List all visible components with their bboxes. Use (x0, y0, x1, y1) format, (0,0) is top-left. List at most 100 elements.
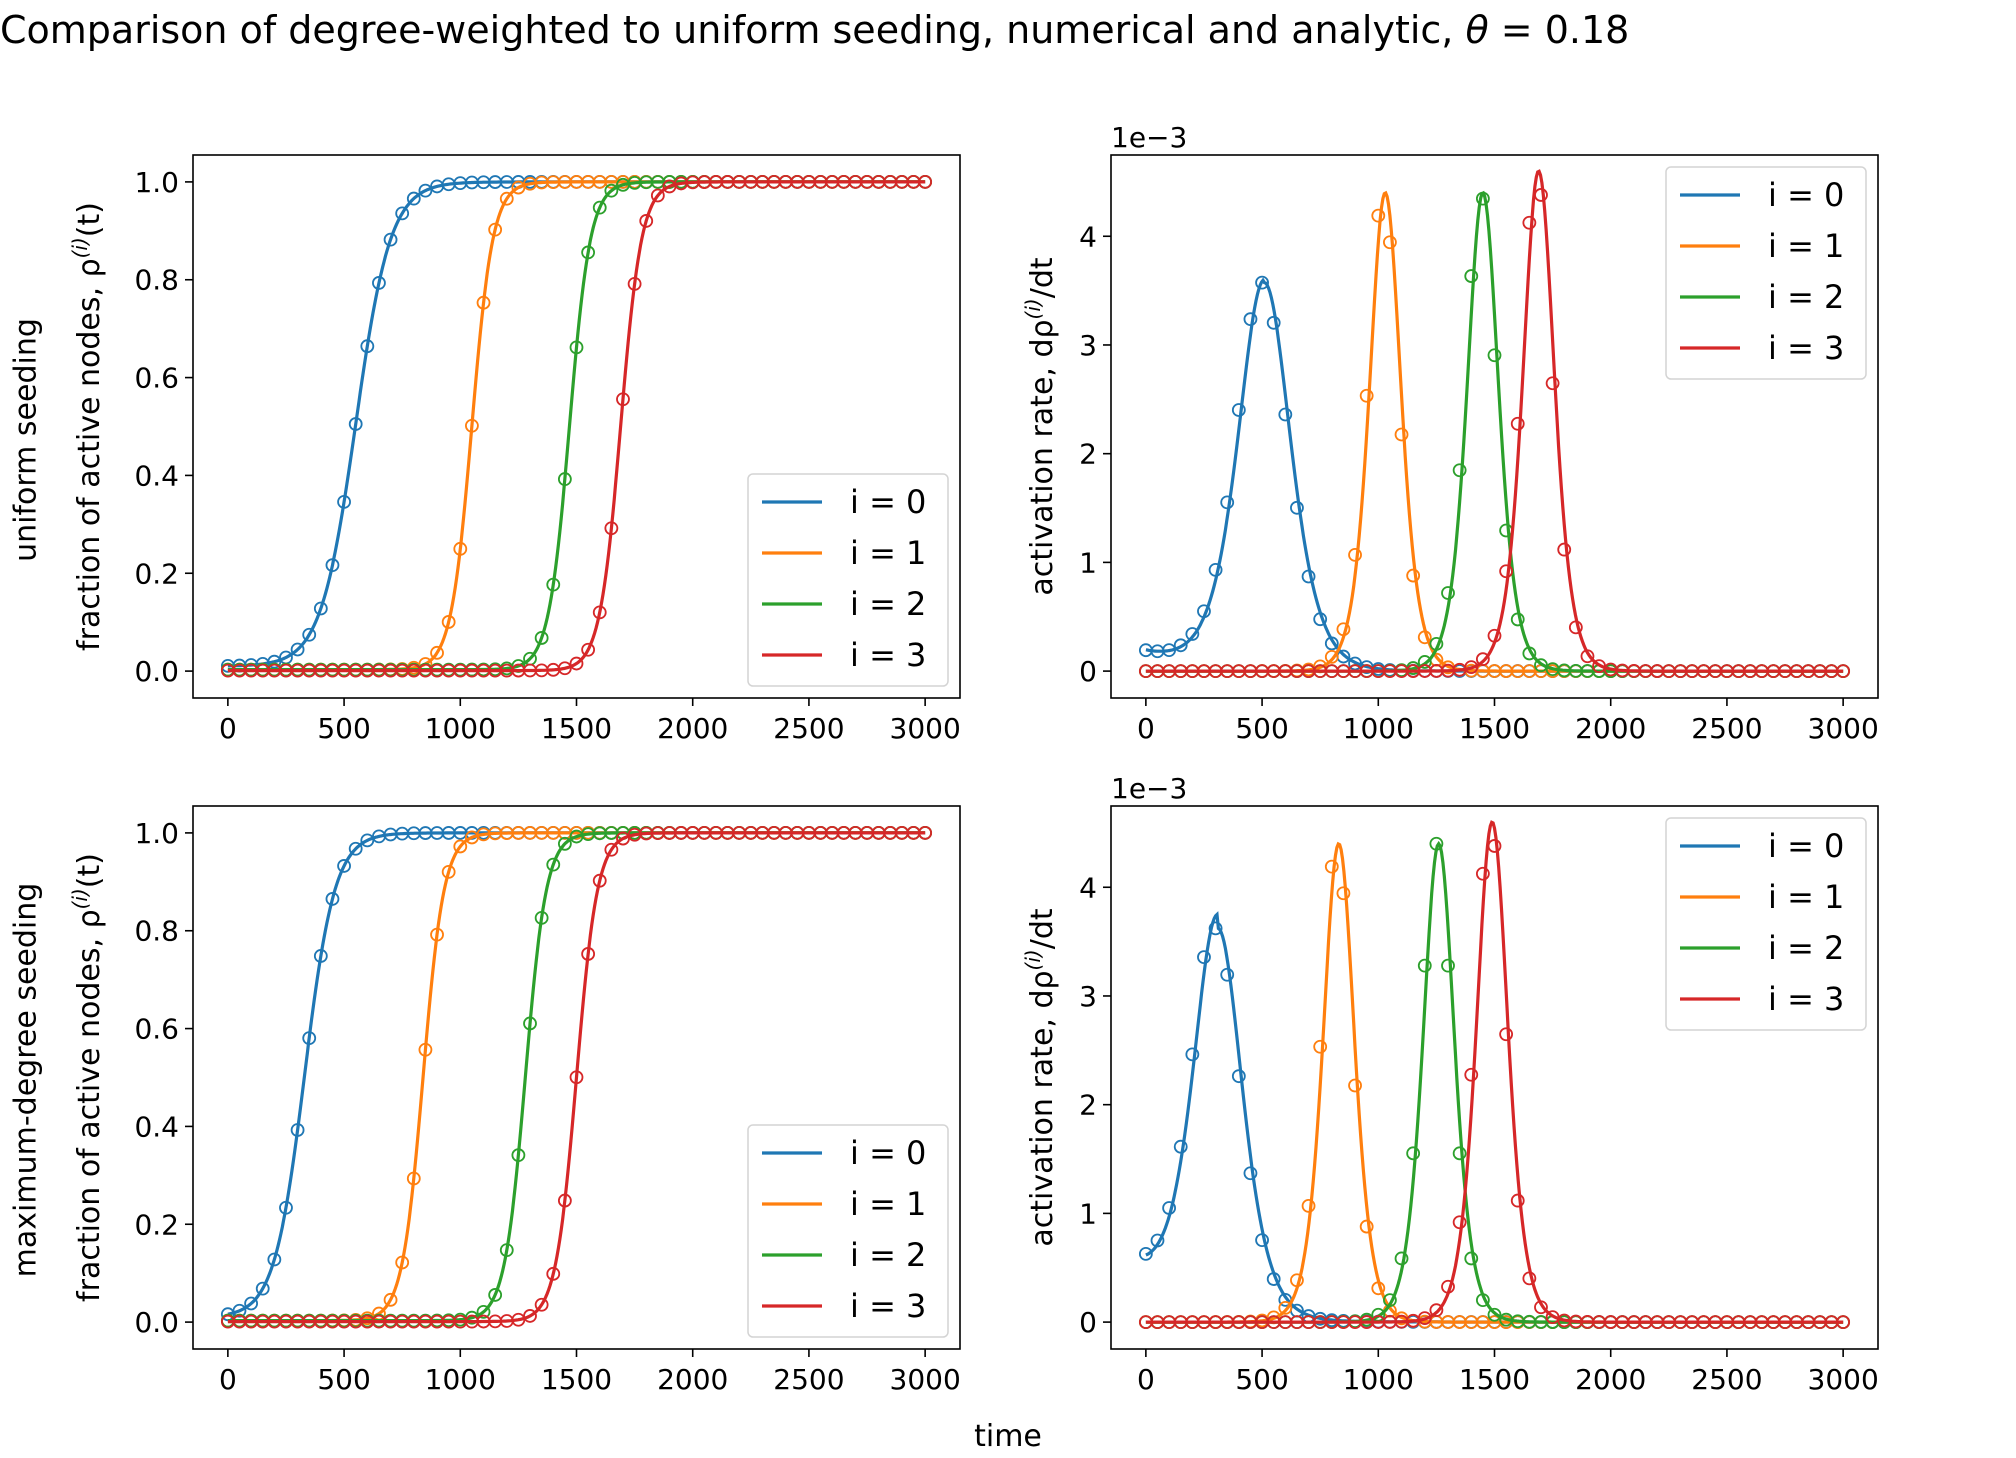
series-marker-i2 (499, 1243, 514, 1258)
y-tick: 1 (1079, 1197, 1111, 1230)
series-marker-i3 (1441, 1279, 1455, 1294)
y-tick-label: 2 (1079, 1089, 1097, 1122)
x-tick: 0 (1137, 698, 1155, 745)
y-tick: 4 (1079, 220, 1111, 253)
x-tick-label: 1500 (541, 1363, 612, 1396)
x-tick: 500 (317, 698, 371, 745)
series-marker-i0 (232, 1303, 247, 1318)
series-marker-i1 (1290, 1273, 1304, 1288)
x-tick: 1000 (1343, 698, 1414, 745)
x-tick-label: 500 (1235, 1363, 1288, 1396)
x-tick: 2000 (657, 1349, 728, 1396)
series-marker-i2 (1475, 1293, 1490, 1308)
series-marker-i3 (1452, 1215, 1467, 1230)
y-tick: 3 (1079, 329, 1111, 362)
series-marker-i3 (569, 1070, 584, 1085)
series-marker-i0 (313, 601, 328, 616)
series-marker-i0 (1220, 967, 1235, 982)
series-marker-i0 (302, 1031, 317, 1045)
legend-label-i1: i = 1 (850, 1185, 926, 1223)
series-marker-i3 (557, 1193, 572, 1208)
series-marker-i3 (1545, 376, 1560, 391)
legend: i = 0 i = 1 i = 2 i = 3 (747, 1124, 949, 1338)
x-tick-label: 0 (1137, 712, 1155, 745)
series-marker-i0 (360, 339, 375, 354)
series-marker-i3 (546, 1266, 561, 1281)
series-marker-i1 (1348, 1078, 1362, 1093)
x-tick-label: 3000 (890, 712, 961, 745)
y-axis-label: fraction of active nodes, ρ(i)(t) (68, 202, 107, 651)
series-marker-i1 (453, 839, 468, 854)
series-marker-i0 (1208, 921, 1223, 936)
series-marker-i3 (918, 826, 933, 840)
series-marker-i1 (1394, 427, 1409, 442)
y-tick: 4 (1079, 871, 1111, 904)
series-marker-i2 (581, 245, 596, 260)
series-marker-i0 (395, 206, 410, 221)
y-tick: 2 (1079, 1089, 1111, 1122)
series-marker-i1 (441, 615, 456, 629)
y-tick: 1.0 (134, 166, 193, 199)
figure-xlabel: time (974, 1419, 1042, 1454)
series-marker-i0 (1266, 315, 1281, 330)
legend: i = 0 i = 1 i = 2 i = 3 (1665, 166, 1867, 380)
series-marker-i3 (592, 873, 607, 888)
x-tick-label: 500 (1235, 712, 1288, 745)
series-marker-i0 (1185, 1047, 1200, 1062)
series-marker-i1 (1324, 650, 1339, 664)
x-tick-label: 1500 (1459, 712, 1530, 745)
x-tick-label: 0 (219, 712, 237, 745)
series-marker-i2 (488, 1288, 503, 1302)
series-marker-i3 (1522, 215, 1537, 230)
y-scale-label: 1e−3 (1111, 121, 1187, 154)
x-tick-label: 2500 (1691, 712, 1762, 745)
series-marker-i2 (1383, 1293, 1397, 1308)
x-tick: 1000 (425, 1349, 496, 1396)
y-tick-label: 0.2 (134, 1208, 179, 1241)
series-marker-i1 (1371, 1281, 1386, 1296)
legend-label-i0: i = 0 (850, 483, 926, 521)
series-marker-i0 (290, 1123, 305, 1137)
series-marker-i2 (1452, 463, 1467, 478)
series-marker-i0 (1197, 950, 1211, 965)
series-marker-i1 (1406, 568, 1421, 583)
series-marker-i1 (1336, 886, 1351, 901)
series-marker-i2 (511, 1148, 526, 1163)
series-marker-i2 (1499, 523, 1514, 538)
series-marker-i0 (1138, 1246, 1153, 1261)
series-marker-i3 (1487, 628, 1502, 643)
figure-title: Comparison of degree-weighted to uniform… (0, 8, 1630, 52)
x-tick-label: 2000 (657, 1363, 728, 1396)
series-marker-i0 (1231, 1069, 1246, 1084)
subplot-3: 0 500 1000 1500 2000 2500 3000 0 1 2 3 4 1e−3 activat… (1021, 772, 1879, 1396)
y-tick-label: 3 (1079, 329, 1097, 362)
series-marker-i2 (1487, 348, 1502, 363)
x-tick: 0 (219, 1349, 237, 1396)
x-tick: 2500 (773, 1349, 845, 1396)
x-tick-label: 1000 (1343, 712, 1414, 745)
y-tick-label: 2 (1079, 438, 1097, 471)
series-marker-i2 (1464, 1251, 1479, 1266)
series-marker-i0 (348, 841, 363, 856)
y-tick-label: 0.4 (134, 1110, 179, 1143)
y-tick-label: 0.8 (134, 915, 179, 948)
series-marker-i3 (1510, 1193, 1525, 1208)
x-tick: 2000 (1575, 1349, 1646, 1396)
legend-label-i1: i = 1 (1768, 227, 1844, 265)
y-tick-label: 0.8 (134, 264, 179, 297)
series-marker-i0 (279, 1200, 293, 1215)
y-tick: 1.0 (134, 817, 193, 850)
series-marker-i1 (1278, 1301, 1293, 1315)
series-marker-i1 (430, 645, 444, 660)
series-marker-i2 (557, 836, 572, 851)
series-marker-i0 (1255, 1233, 1269, 1248)
x-tick: 3000 (890, 698, 961, 745)
series-marker-i0 (267, 1252, 282, 1267)
series-marker-i3 (534, 1297, 549, 1312)
x-tick-label: 500 (317, 712, 370, 745)
series-marker-i1 (1348, 547, 1362, 562)
subplot-0: 0 500 1000 1500 2000 2500 3000 0.0 0.2 0.4 0.6 0.8 1… (68, 154, 961, 745)
series-marker-i1 (1336, 622, 1351, 637)
series-marker-i3 (1510, 416, 1525, 431)
series-marker-i3 (523, 1309, 537, 1323)
